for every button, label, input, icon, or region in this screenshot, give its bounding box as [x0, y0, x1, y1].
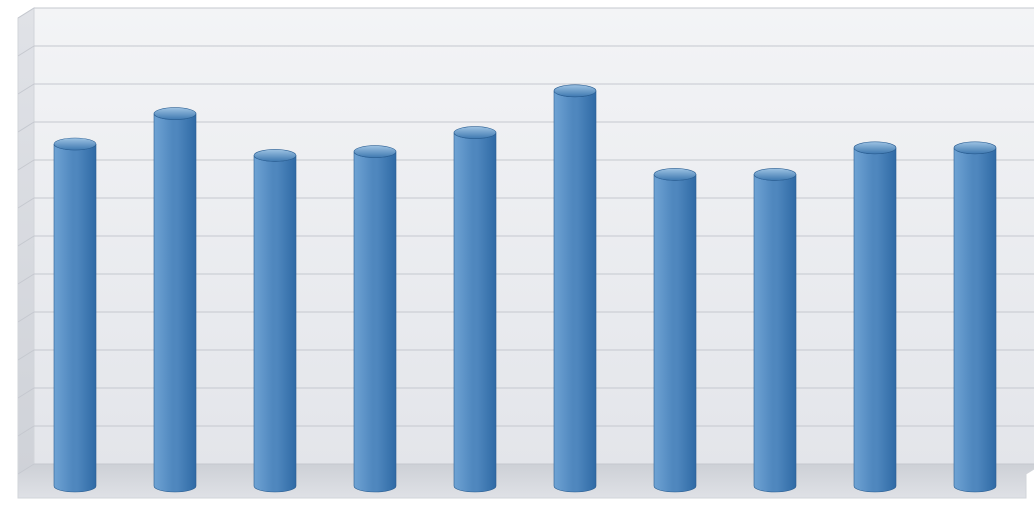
- bar: [254, 149, 296, 492]
- bar: [554, 85, 596, 492]
- bar: [454, 127, 496, 492]
- bar-chart: [0, 0, 1034, 530]
- bar: [754, 168, 796, 492]
- bar: [354, 146, 396, 492]
- bar: [654, 168, 696, 492]
- bar: [154, 108, 196, 492]
- bar: [54, 138, 96, 492]
- bar: [854, 142, 896, 492]
- bar: [954, 142, 996, 492]
